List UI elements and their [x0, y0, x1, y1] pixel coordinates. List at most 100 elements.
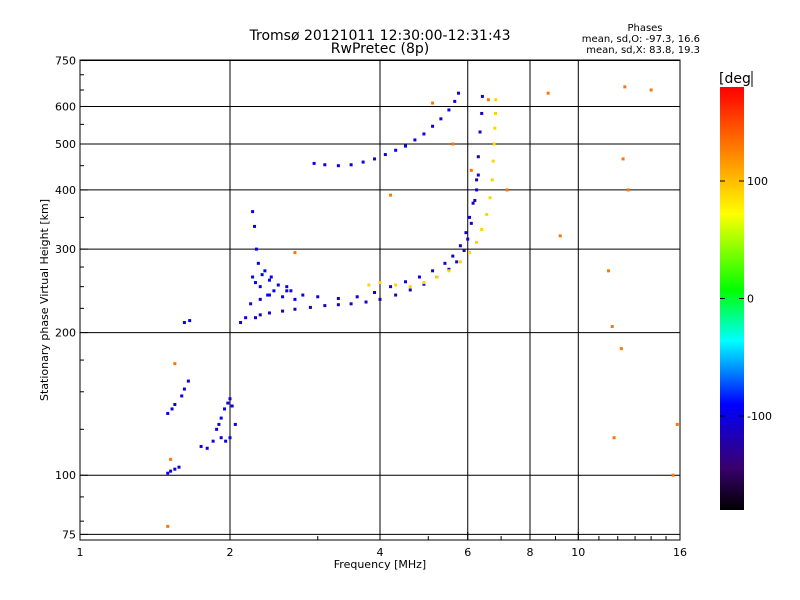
data-point	[219, 416, 223, 420]
data-point	[439, 117, 443, 121]
data-point	[301, 293, 305, 297]
y-tick-label: 500	[55, 138, 76, 151]
data-point	[389, 285, 393, 289]
data-point	[394, 293, 398, 297]
y-axis-ticks: 75 100 200 300 400 500 600 750	[55, 55, 88, 541]
data-point	[378, 297, 382, 301]
data-point	[435, 275, 439, 279]
y-tick-label: 200	[55, 327, 76, 340]
data-point	[431, 124, 435, 128]
data-point	[505, 188, 509, 192]
data-point	[267, 311, 271, 315]
data-point	[211, 439, 215, 443]
data-point	[619, 347, 623, 351]
data-point	[349, 163, 353, 167]
colorbar-tick-label: -100	[747, 410, 772, 423]
data-point	[199, 444, 203, 448]
data-point	[289, 289, 293, 293]
data-point	[413, 138, 417, 142]
x-tick-label: 1	[77, 546, 84, 559]
x-tick-label: 2	[227, 546, 234, 559]
data-point	[251, 275, 255, 279]
data-point	[457, 91, 461, 95]
data-point	[473, 198, 477, 202]
data-point	[224, 439, 228, 443]
data-point	[215, 427, 219, 431]
x-tick-label: 8	[527, 546, 534, 559]
data-point	[403, 144, 407, 148]
colorbar-tick-label: 0	[747, 293, 754, 306]
data-point	[233, 422, 237, 426]
data-point	[476, 173, 480, 177]
data-point	[462, 249, 466, 253]
data-point	[451, 142, 455, 146]
data-point	[475, 188, 479, 192]
data-point	[173, 403, 177, 407]
data-point	[649, 88, 653, 92]
data-point	[671, 473, 675, 477]
data-point	[626, 188, 630, 192]
data-point	[336, 297, 340, 301]
data-point	[478, 130, 482, 134]
data-point	[239, 321, 243, 325]
data-point	[480, 111, 484, 115]
data-point	[166, 524, 170, 528]
data-point	[312, 161, 316, 165]
data-point	[266, 293, 270, 297]
data-point	[367, 283, 371, 287]
data-point	[323, 163, 327, 167]
data-point	[558, 234, 562, 238]
data-point	[182, 387, 186, 391]
data-point	[607, 269, 611, 273]
data-point	[408, 285, 412, 289]
data-point	[490, 178, 494, 182]
data-point	[269, 275, 273, 279]
data-point	[169, 469, 173, 473]
data-point	[422, 282, 426, 286]
data-point	[258, 313, 262, 317]
data-point	[468, 215, 472, 219]
data-point	[417, 275, 421, 279]
data-point	[389, 193, 393, 197]
data-point	[468, 251, 472, 255]
grid-lines	[80, 60, 680, 540]
data-point	[281, 295, 285, 299]
data-point	[466, 237, 470, 241]
data-point	[464, 231, 468, 235]
data-point	[469, 168, 473, 172]
chart-title-line2: RwPretec (8p)	[331, 41, 429, 57]
data-point	[285, 285, 289, 289]
data-point	[219, 436, 223, 440]
data-point	[447, 269, 451, 273]
data-point	[228, 436, 232, 440]
data-point	[244, 316, 248, 320]
y-axis-label: Stationary phase Virtual Height [km]	[38, 199, 51, 401]
data-point	[173, 467, 177, 471]
data-point	[431, 269, 435, 273]
data-point	[281, 309, 285, 313]
x-axis-ticks: 1 2 4 6 8 10 16	[77, 532, 687, 559]
data-point	[263, 269, 267, 273]
stats-x-mode: mean, sd,X: 83.8, 19.3	[586, 45, 700, 56]
data-point	[493, 126, 497, 130]
data-point	[256, 261, 260, 265]
data-point	[272, 289, 276, 293]
data-point	[675, 422, 679, 426]
data-point	[492, 142, 496, 146]
data-point	[182, 321, 186, 325]
data-point	[251, 210, 255, 214]
data-point	[546, 91, 550, 95]
data-point	[361, 160, 365, 164]
data-point	[383, 153, 387, 157]
x-tick-label: 16	[673, 546, 687, 559]
data-point	[623, 85, 627, 89]
data-point	[166, 411, 170, 415]
data-point	[610, 324, 614, 328]
data-point	[308, 305, 312, 309]
data-point	[494, 98, 498, 102]
data-point	[258, 285, 262, 289]
data-point	[373, 290, 377, 294]
data-point	[469, 221, 473, 225]
y-tick-label: 600	[55, 100, 76, 113]
